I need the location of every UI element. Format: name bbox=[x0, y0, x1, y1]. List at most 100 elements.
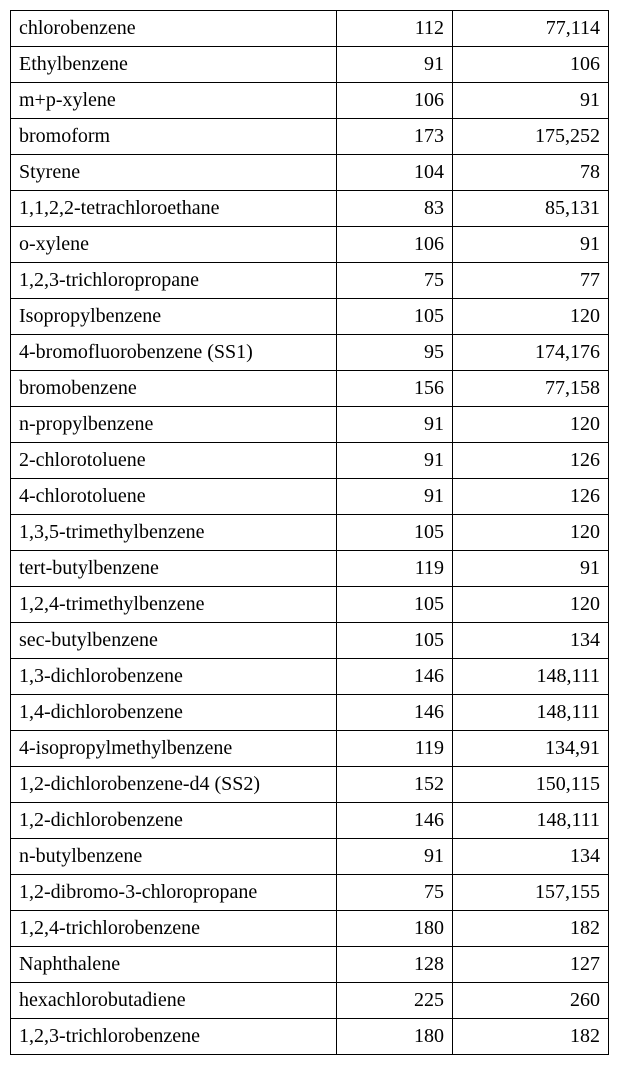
value-2-cell: 127 bbox=[453, 947, 609, 983]
compound-name-cell: 4-isopropylmethylbenzene bbox=[11, 731, 337, 767]
compound-name-cell: 1,2,4-trimethylbenzene bbox=[11, 587, 337, 623]
value-2-cell: 77 bbox=[453, 263, 609, 299]
compound-name-cell: 1,1,2,2-tetrachloroethane bbox=[11, 191, 337, 227]
value-2-cell: 148,111 bbox=[453, 695, 609, 731]
value-2-cell: 85,131 bbox=[453, 191, 609, 227]
compound-name-cell: 4-bromofluorobenzene (SS1) bbox=[11, 335, 337, 371]
value-2-cell: 91 bbox=[453, 83, 609, 119]
table-row: Styrene10478 bbox=[11, 155, 609, 191]
compound-name-cell: tert-butylbenzene bbox=[11, 551, 337, 587]
table-row: 1,2-dichlorobenzene146148,111 bbox=[11, 803, 609, 839]
compound-name-cell: 1,3,5-trimethylbenzene bbox=[11, 515, 337, 551]
compound-table-body: chlorobenzene11277,114Ethylbenzene91106m… bbox=[11, 11, 609, 1055]
table-row: sec-butylbenzene105134 bbox=[11, 623, 609, 659]
value-1-cell: 104 bbox=[337, 155, 453, 191]
compound-name-cell: 1,2,4-trichlorobenzene bbox=[11, 911, 337, 947]
value-2-cell: 134 bbox=[453, 623, 609, 659]
table-row: 4-chlorotoluene91126 bbox=[11, 479, 609, 515]
compound-name-cell: n-propylbenzene bbox=[11, 407, 337, 443]
value-2-cell: 134 bbox=[453, 839, 609, 875]
value-1-cell: 105 bbox=[337, 299, 453, 335]
table-row: o-xylene10691 bbox=[11, 227, 609, 263]
value-1-cell: 146 bbox=[337, 659, 453, 695]
compound-name-cell: 1,2-dibromo-3-chloropropane bbox=[11, 875, 337, 911]
compound-name-cell: o-xylene bbox=[11, 227, 337, 263]
value-2-cell: 260 bbox=[453, 983, 609, 1019]
table-row: 1,2-dichlorobenzene-d4 (SS2)152150,115 bbox=[11, 767, 609, 803]
compound-name-cell: 1,2,3-trichlorobenzene bbox=[11, 1019, 337, 1055]
value-2-cell: 126 bbox=[453, 443, 609, 479]
compound-name-cell: Ethylbenzene bbox=[11, 47, 337, 83]
table-row: 1,2,4-trichlorobenzene180182 bbox=[11, 911, 609, 947]
value-1-cell: 106 bbox=[337, 83, 453, 119]
table-row: Ethylbenzene91106 bbox=[11, 47, 609, 83]
value-1-cell: 180 bbox=[337, 911, 453, 947]
table-row: tert-butylbenzene11991 bbox=[11, 551, 609, 587]
compound-name-cell: Isopropylbenzene bbox=[11, 299, 337, 335]
table-row: n-butylbenzene91134 bbox=[11, 839, 609, 875]
value-2-cell: 120 bbox=[453, 299, 609, 335]
value-1-cell: 83 bbox=[337, 191, 453, 227]
compound-name-cell: bromoform bbox=[11, 119, 337, 155]
compound-name-cell: 1,2-dichlorobenzene bbox=[11, 803, 337, 839]
table-row: 1,1,2,2-tetrachloroethane8385,131 bbox=[11, 191, 609, 227]
value-1-cell: 91 bbox=[337, 47, 453, 83]
table-row: Naphthalene128127 bbox=[11, 947, 609, 983]
table-row: 1,3-dichlorobenzene146148,111 bbox=[11, 659, 609, 695]
compound-name-cell: Styrene bbox=[11, 155, 337, 191]
value-1-cell: 112 bbox=[337, 11, 453, 47]
value-2-cell: 78 bbox=[453, 155, 609, 191]
value-1-cell: 105 bbox=[337, 623, 453, 659]
value-1-cell: 128 bbox=[337, 947, 453, 983]
value-1-cell: 75 bbox=[337, 263, 453, 299]
value-2-cell: 91 bbox=[453, 551, 609, 587]
value-2-cell: 120 bbox=[453, 587, 609, 623]
value-1-cell: 146 bbox=[337, 803, 453, 839]
value-1-cell: 75 bbox=[337, 875, 453, 911]
value-1-cell: 225 bbox=[337, 983, 453, 1019]
value-2-cell: 120 bbox=[453, 407, 609, 443]
table-row: 1,2,4-trimethylbenzene105120 bbox=[11, 587, 609, 623]
value-2-cell: 182 bbox=[453, 1019, 609, 1055]
value-2-cell: 182 bbox=[453, 911, 609, 947]
value-2-cell: 157,155 bbox=[453, 875, 609, 911]
table-row: bromoform173175,252 bbox=[11, 119, 609, 155]
compound-name-cell: 2-chlorotoluene bbox=[11, 443, 337, 479]
value-1-cell: 119 bbox=[337, 731, 453, 767]
value-1-cell: 146 bbox=[337, 695, 453, 731]
value-1-cell: 173 bbox=[337, 119, 453, 155]
compound-name-cell: chlorobenzene bbox=[11, 11, 337, 47]
compound-name-cell: m+p-xylene bbox=[11, 83, 337, 119]
table-row: 4-bromofluorobenzene (SS1)95174,176 bbox=[11, 335, 609, 371]
compound-name-cell: 4-chlorotoluene bbox=[11, 479, 337, 515]
compound-name-cell: 1,3-dichlorobenzene bbox=[11, 659, 337, 695]
value-2-cell: 175,252 bbox=[453, 119, 609, 155]
value-2-cell: 126 bbox=[453, 479, 609, 515]
value-2-cell: 120 bbox=[453, 515, 609, 551]
table-row: 2-chlorotoluene91126 bbox=[11, 443, 609, 479]
value-2-cell: 150,115 bbox=[453, 767, 609, 803]
table-row: 1,2,3-trichloropropane7577 bbox=[11, 263, 609, 299]
table-row: bromobenzene15677,158 bbox=[11, 371, 609, 407]
value-2-cell: 134,91 bbox=[453, 731, 609, 767]
value-1-cell: 105 bbox=[337, 587, 453, 623]
value-1-cell: 152 bbox=[337, 767, 453, 803]
compound-name-cell: n-butylbenzene bbox=[11, 839, 337, 875]
value-1-cell: 91 bbox=[337, 407, 453, 443]
table-row: hexachlorobutadiene225260 bbox=[11, 983, 609, 1019]
table-row: Isopropylbenzene105120 bbox=[11, 299, 609, 335]
table-row: 1,2-dibromo-3-chloropropane75157,155 bbox=[11, 875, 609, 911]
compound-name-cell: 1,4-dichlorobenzene bbox=[11, 695, 337, 731]
value-2-cell: 148,111 bbox=[453, 803, 609, 839]
value-2-cell: 91 bbox=[453, 227, 609, 263]
table-row: 1,3,5-trimethylbenzene105120 bbox=[11, 515, 609, 551]
compound-name-cell: hexachlorobutadiene bbox=[11, 983, 337, 1019]
table-row: m+p-xylene10691 bbox=[11, 83, 609, 119]
value-2-cell: 77,158 bbox=[453, 371, 609, 407]
value-2-cell: 174,176 bbox=[453, 335, 609, 371]
value-1-cell: 106 bbox=[337, 227, 453, 263]
value-1-cell: 156 bbox=[337, 371, 453, 407]
value-1-cell: 95 bbox=[337, 335, 453, 371]
compound-name-cell: 1,2-dichlorobenzene-d4 (SS2) bbox=[11, 767, 337, 803]
value-1-cell: 119 bbox=[337, 551, 453, 587]
